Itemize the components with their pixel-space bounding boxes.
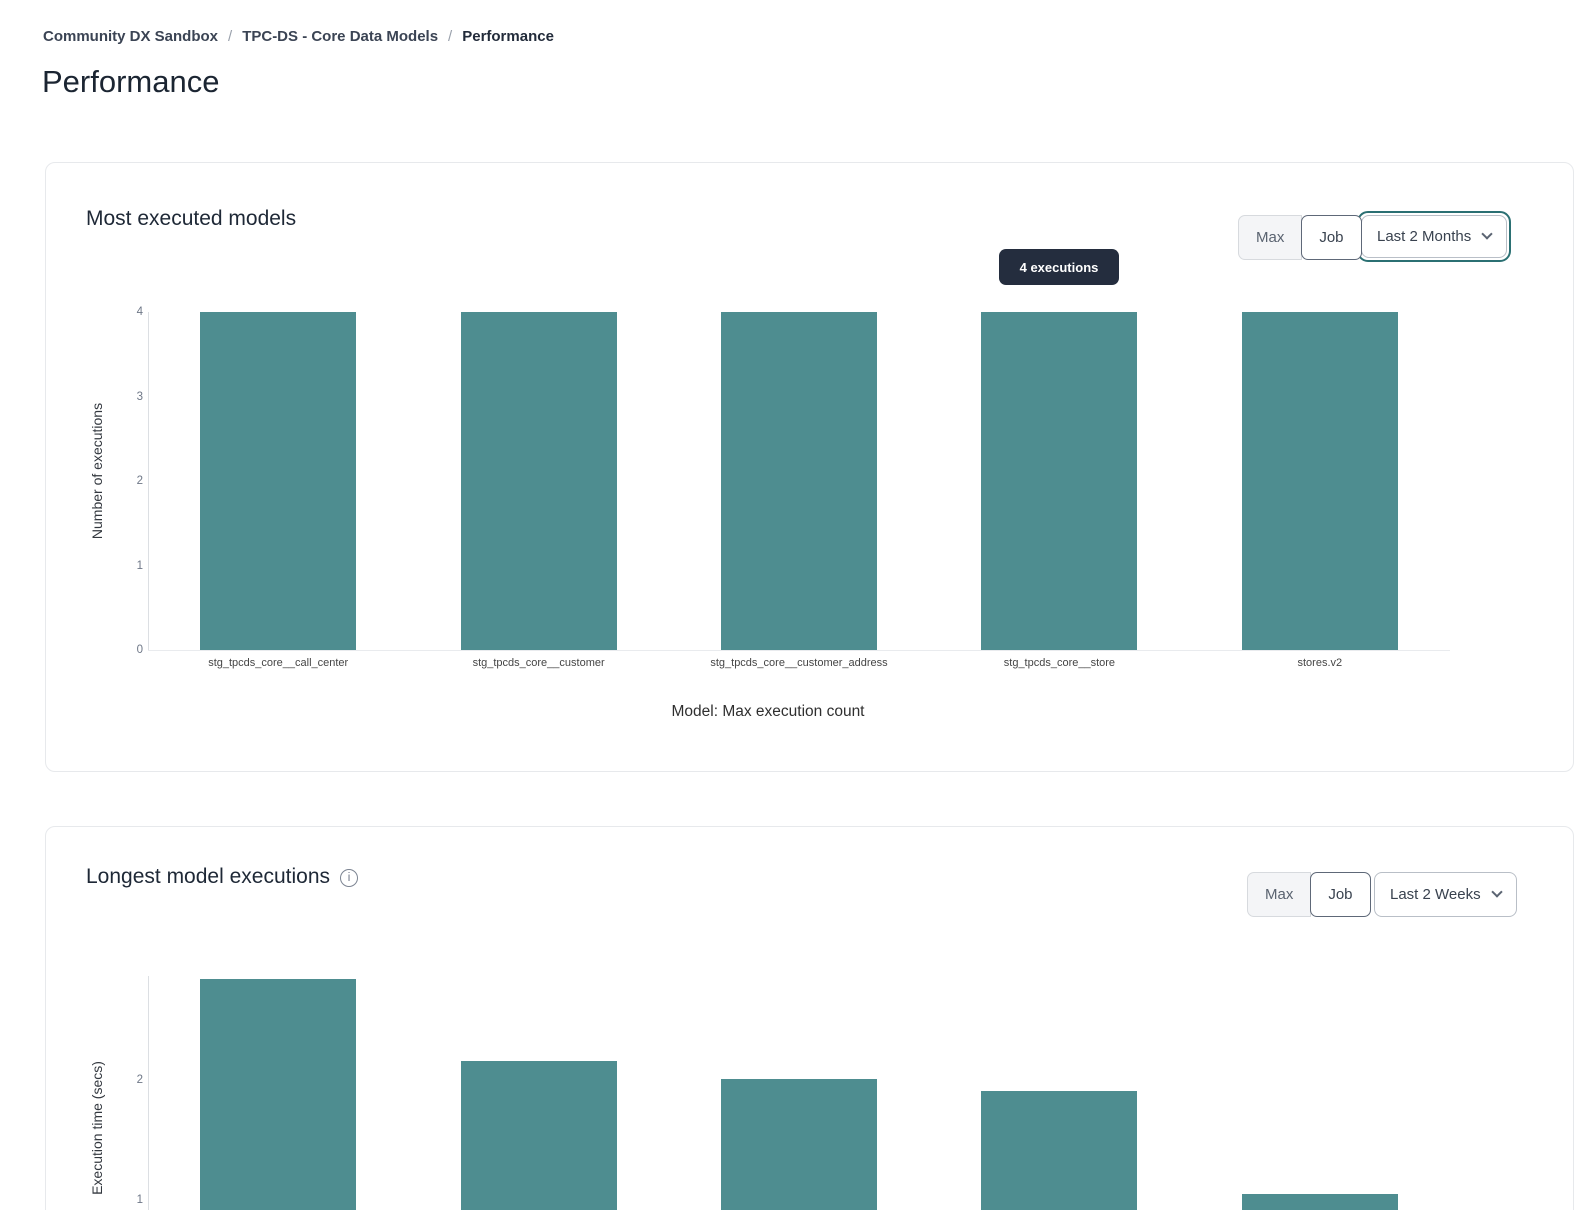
bar-0-2[interactable]: [721, 312, 877, 650]
max-toggle-button[interactable]: Max: [1247, 872, 1312, 917]
info-icon[interactable]: i: [340, 869, 358, 887]
card-title-most-executed: Most executed models: [86, 207, 297, 230]
x-category-label: stg_tpcds_core__customer: [472, 657, 605, 669]
x-axis-categories: stg_tpcds_core__call_center stg_tpcds_co…: [148, 657, 1450, 669]
time-range-value: Last 2 Months: [1377, 228, 1472, 245]
y-tick: 0: [136, 644, 143, 656]
time-range-value: Last 2 Weeks: [1390, 886, 1481, 903]
breadcrumb-item-performance: Performance: [462, 28, 554, 45]
y-axis-label-2: Execution time (secs): [89, 1061, 105, 1195]
breadcrumb-item-project[interactable]: Community DX Sandbox: [43, 28, 219, 45]
breadcrumb: Community DX Sandbox / TPC-DS - Core Dat…: [43, 28, 554, 45]
y-axis-line-2: [148, 976, 149, 1210]
bar-1-1[interactable]: [460, 1060, 617, 1210]
y-axis-label-1: Number of executions: [89, 402, 105, 540]
bar-0-1[interactable]: [460, 312, 617, 650]
y-tick: 1: [136, 1194, 143, 1206]
y-tick: 2: [136, 475, 143, 487]
aggregate-toggle-2: Max Job: [1247, 872, 1371, 917]
time-range-select-2[interactable]: Last 2 Weeks: [1374, 872, 1517, 917]
bar-0-3[interactable]: [981, 312, 1138, 650]
job-toggle-button[interactable]: Job: [1301, 215, 1362, 260]
card-title-longest-executions: Longest model executions: [86, 865, 330, 888]
most-executed-models-chart: [148, 312, 1450, 650]
chevron-down-icon: [1481, 228, 1493, 240]
y-tick: 1: [136, 560, 143, 572]
longest-model-executions-chart: [148, 978, 1450, 1210]
y-axis-line-1: [148, 312, 149, 650]
page-title: Performance: [42, 64, 220, 99]
x-category-label: stg_tpcds_core__call_center: [208, 657, 349, 669]
y-tick: 2: [136, 1074, 143, 1086]
x-category-label: stg_tpcds_core__store: [1003, 657, 1116, 669]
time-range-select-focus-ring: Last 2 Months: [1357, 211, 1512, 262]
bar-0-4[interactable]: [1241, 312, 1398, 650]
bar-0-0[interactable]: [200, 312, 357, 650]
x-category-label: stores.v2: [1297, 657, 1343, 669]
chevron-down-icon: [1490, 886, 1503, 898]
x-category-label: stg_tpcds_core__customer_address: [710, 657, 888, 669]
chart-tooltip: 4 executions: [999, 249, 1119, 285]
x-axis-line-1: [148, 650, 1450, 651]
y-tick: 3: [136, 391, 143, 403]
x-axis-title-1: Model: Max execution count: [671, 703, 865, 720]
bar-1-3[interactable]: [981, 1091, 1138, 1210]
breadcrumb-separator: /: [228, 28, 233, 45]
time-range-select-1[interactable]: Last 2 Months: [1361, 215, 1508, 258]
bar-1-0[interactable]: [200, 978, 357, 1210]
breadcrumb-separator: /: [448, 28, 453, 45]
max-toggle-button[interactable]: Max: [1238, 215, 1303, 260]
bar-1-4[interactable]: [1241, 1193, 1398, 1210]
job-toggle-button[interactable]: Job: [1310, 872, 1371, 917]
breadcrumb-item-models[interactable]: TPC-DS - Core Data Models: [242, 28, 439, 45]
aggregate-toggle-1: Max Job: [1238, 215, 1362, 260]
y-tick: 4: [136, 306, 143, 318]
bar-1-2[interactable]: [721, 1079, 877, 1210]
